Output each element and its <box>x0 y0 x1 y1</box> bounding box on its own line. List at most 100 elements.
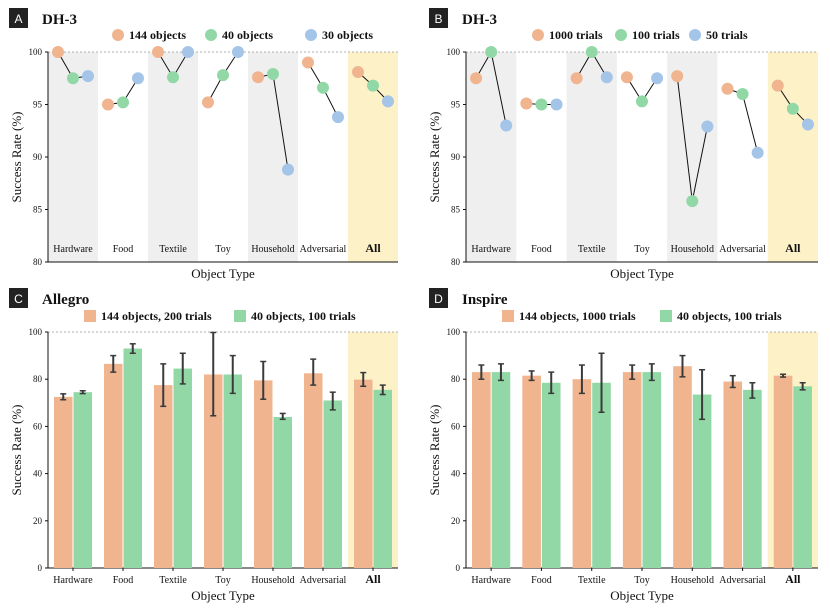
legend-label: 40 objects, 100 trials <box>251 309 356 323</box>
x-tick-label: Toy <box>215 244 230 255</box>
x-tick-label: Textile <box>578 244 606 255</box>
x-tick-label: Food <box>531 575 552 586</box>
legend-label: 30 objects <box>322 28 373 42</box>
data-point <box>182 46 194 58</box>
data-point <box>535 98 548 111</box>
legend-label: 144 objects, 1000 trials <box>519 309 636 323</box>
x-tick-label: Adversarial <box>300 244 347 255</box>
legend-label: 144 objects <box>129 28 186 42</box>
data-point <box>352 65 364 78</box>
data-point <box>585 46 598 58</box>
bar <box>642 372 662 568</box>
y-tick-label: 80 <box>33 257 43 267</box>
data-point <box>620 71 633 84</box>
bar <box>723 381 743 568</box>
data-point <box>152 46 164 58</box>
data-point <box>651 72 664 85</box>
legend-marker <box>615 29 627 41</box>
legend-marker <box>502 310 514 322</box>
legend-label: 40 objects <box>222 28 273 42</box>
legend-label: 40 objects, 100 trials <box>677 309 782 323</box>
data-point <box>302 56 314 69</box>
panel-a: A DH-3 144 objects 40 objects 30 objects 80 85… <box>9 8 398 281</box>
bar <box>622 372 642 568</box>
data-point <box>686 195 699 208</box>
data-point <box>736 88 749 100</box>
data-point <box>132 72 144 85</box>
y-tick-label: 0 <box>456 563 461 573</box>
panel-letter-box <box>9 8 28 28</box>
category-shade <box>466 52 517 262</box>
x-tick-label: All <box>365 572 381 586</box>
y-axis-label: Success Rate (%) <box>427 405 442 496</box>
y-tick-label: 40 <box>33 469 43 479</box>
legend-label: 1000 trials <box>549 28 603 42</box>
bar <box>692 394 712 568</box>
data-point <box>671 70 684 83</box>
panel-d: D Inspire 144 objects, 1000 trials 40 objec… <box>427 288 818 603</box>
data-point <box>786 102 799 115</box>
data-point <box>167 71 179 84</box>
y-tick-label: 100 <box>29 47 43 57</box>
category-shade <box>48 52 98 262</box>
legend-marker <box>84 310 96 322</box>
bar <box>204 374 223 568</box>
y-tick-label: 85 <box>451 205 461 215</box>
legend-marker <box>305 29 317 41</box>
data-point <box>67 72 79 85</box>
x-tick-label: Food <box>531 244 552 255</box>
bar <box>73 392 92 568</box>
panel-b: B DH-3 1000 trials 100 trials 50 trials 80 85 9… <box>427 8 818 281</box>
data-point <box>470 72 483 85</box>
data-point <box>382 95 394 108</box>
legend-marker <box>689 29 701 41</box>
panel-letter: C <box>14 292 23 306</box>
x-tick-label: Household <box>671 244 714 255</box>
legend-marker <box>205 29 217 41</box>
y-tick-label: 100 <box>447 47 461 57</box>
x-tick-label: Hardware <box>53 244 93 255</box>
x-tick-label: Textile <box>578 575 606 586</box>
data-point <box>317 81 329 94</box>
bar <box>354 379 373 568</box>
data-point <box>252 71 264 84</box>
panel-title: DH-3 <box>462 12 497 28</box>
bar <box>793 386 812 568</box>
y-tick-label: 20 <box>33 516 43 526</box>
x-tick-label: Textile <box>159 575 187 586</box>
panel-title: DH-3 <box>42 12 77 28</box>
y-axis-label: Success Rate (%) <box>427 112 442 203</box>
data-point <box>701 120 714 133</box>
data-point <box>52 46 64 58</box>
bar <box>273 416 292 568</box>
x-tick-label: Hardware <box>471 575 511 586</box>
x-axis-label: Object Type <box>191 266 255 281</box>
data-point <box>485 46 498 58</box>
bar <box>123 348 142 568</box>
x-tick-label: All <box>785 572 801 586</box>
data-point <box>232 46 244 58</box>
data-point <box>117 96 129 109</box>
y-tick-label: 90 <box>451 152 461 162</box>
x-axis-label: Object Type <box>191 588 255 603</box>
panel-letter-box <box>429 288 448 308</box>
data-point <box>771 79 784 92</box>
data-point <box>282 163 294 176</box>
x-tick-label: All <box>365 241 381 255</box>
bar <box>491 372 511 568</box>
y-tick-label: 20 <box>451 516 461 526</box>
y-tick-label: 80 <box>451 257 461 267</box>
x-tick-label: Food <box>113 244 134 255</box>
y-axis-label: Success Rate (%) <box>9 405 24 496</box>
panel-letter-box <box>429 8 448 28</box>
x-tick-label: Toy <box>215 575 230 586</box>
bar <box>743 389 762 568</box>
x-tick-label: Toy <box>634 575 649 586</box>
data-point <box>217 69 229 82</box>
bar <box>592 382 611 568</box>
x-tick-label: Textile <box>159 244 187 255</box>
legend-marker <box>660 310 672 322</box>
bar <box>154 385 173 568</box>
bar <box>54 396 73 568</box>
